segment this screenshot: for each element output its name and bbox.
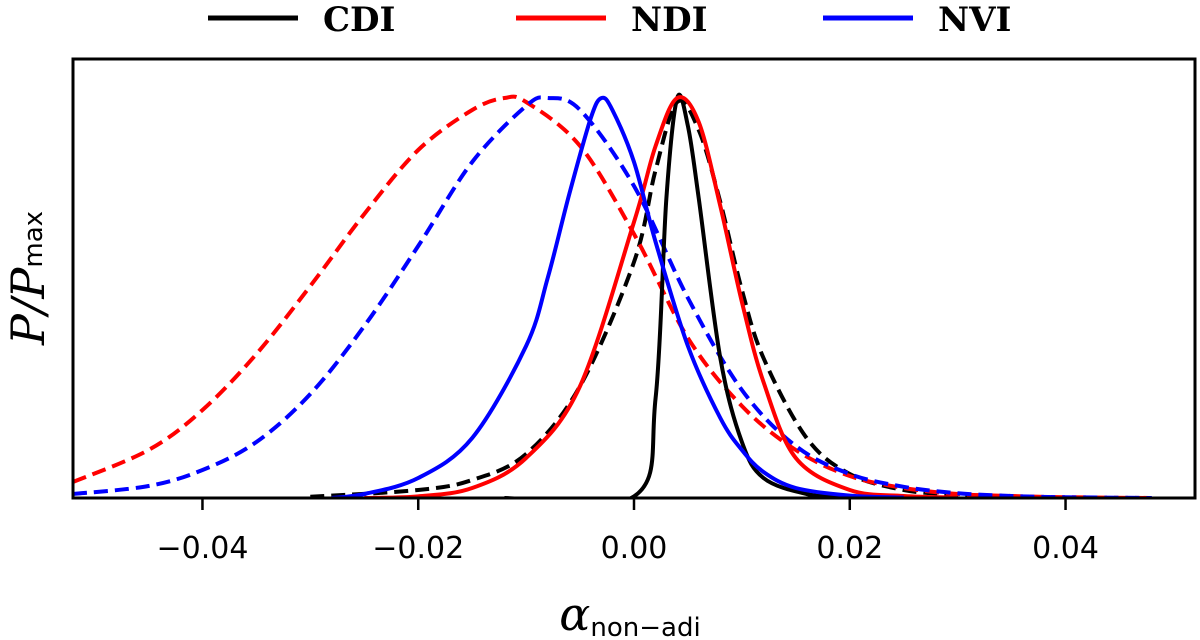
legend-entry-nvi: NVI [823,0,1011,40]
series-nvi-solid [331,95,904,498]
series-ndi-solid [364,95,958,498]
series-cdi-solid [504,92,850,498]
x-tick-label: 0.00 [601,531,668,566]
series-ndi-dashed [73,94,1152,498]
y-axis-label-subscript: max [19,211,49,268]
x-axis-label-symbol: α [559,587,590,640]
x-axis-label: αnon−adi [559,587,700,640]
x-tick-label: −0.02 [372,531,464,566]
plot-curves [73,92,1152,498]
y-axis-label: P/Pmax [1,211,55,346]
svg-text:P/Pmax: P/Pmax [1,211,55,346]
x-tick-label: 0.04 [1032,531,1099,566]
x-tick-label: 0.02 [816,531,883,566]
x-ticks: −0.04 −0.02 0.00 0.02 0.04 [156,498,1099,566]
x-tick-label: −0.04 [156,531,248,566]
x-axis-label-subscript: non−adi [590,613,700,640]
legend: CDI NDI NVI [208,0,1011,40]
legend-entry-cdi: CDI [208,0,395,40]
y-axis-label-symbol: P/P [1,267,55,346]
series-nvi-dashed [73,95,1152,498]
legend-label: NDI [631,0,707,40]
legend-label: CDI [323,0,395,40]
legend-entry-ndi: NDI [516,0,707,40]
legend-label: NVI [938,0,1011,40]
plot-frame [71,57,1197,500]
